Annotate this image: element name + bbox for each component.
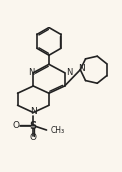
Text: N: N bbox=[66, 68, 72, 77]
Text: N: N bbox=[30, 108, 37, 116]
Text: N: N bbox=[78, 64, 85, 73]
Text: N: N bbox=[28, 68, 35, 77]
Text: O: O bbox=[30, 133, 37, 142]
Text: O: O bbox=[13, 121, 20, 130]
Text: CH₃: CH₃ bbox=[50, 126, 64, 135]
Text: S: S bbox=[30, 121, 37, 131]
